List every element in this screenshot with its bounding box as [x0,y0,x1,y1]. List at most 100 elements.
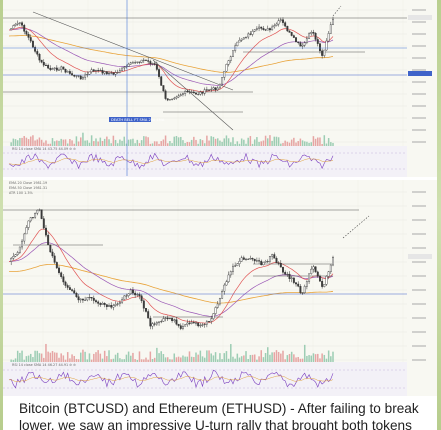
candle-body [95,69,97,72]
candle-body [21,240,24,248]
candle-body [140,59,143,63]
volume-bar [267,347,269,362]
candle-body [182,93,184,95]
candle-body [142,59,145,61]
volume-bar [310,142,313,146]
candle-body [131,289,134,294]
volume-bar [66,352,69,362]
volume-bar [95,138,97,146]
candle-body [121,299,124,303]
candle-body [116,303,119,305]
candle-body [177,323,180,326]
volume-bar [325,143,328,146]
current-price-tag [408,71,432,76]
axis-tick-label [412,9,426,11]
volume-bar [99,353,102,362]
candle-body [212,87,215,90]
candle-body [145,59,147,61]
candle-body [316,271,319,277]
candle-body [86,297,89,301]
volume-bar [288,142,291,146]
candle-body [190,91,193,93]
volume-bar [197,354,199,362]
volume-bar [16,350,19,362]
volume-bar [151,358,154,362]
volume-bar [64,359,67,362]
volume-bar [299,138,302,146]
candle-body [266,261,269,263]
volume-bar [184,356,186,362]
volume-bar [245,143,247,146]
volume-bar [251,354,254,362]
ethusd-chart[interactable]: EMA 20 Close 1981.19 EMA 50 Close 1981.3… [3,180,437,396]
candle-body [16,22,19,25]
volume-bar [58,357,60,362]
volume-bar [147,359,149,362]
volume-bar [180,136,182,146]
volume-bar [21,137,23,146]
volume-bar [208,350,210,362]
candle-body [210,88,213,91]
volume-bar [101,140,104,146]
candle-body [258,26,261,29]
btcusd-chart-canvas[interactable]: DEATH BELL FT SMA 200 EMA RSI 14 close S… [3,0,437,177]
volume-bar [301,358,304,362]
candle-body [292,35,295,38]
candle-body [55,67,58,71]
volume-bar [143,359,145,362]
volume-bar [227,138,230,146]
candle-body [77,75,80,77]
volume-bar [230,142,232,146]
volume-bar [84,351,86,362]
ethusd-chart-canvas[interactable]: EMA 20 Close 1981.19 EMA 50 Close 1981.3… [3,180,437,396]
volume-bar [47,351,49,362]
candle-body [201,324,204,326]
candle-body [197,322,200,327]
volume-bar [262,140,265,146]
volume-bar [110,143,112,146]
volume-bar [43,142,45,146]
volume-bar [58,140,60,146]
volume-bar [108,350,110,362]
volume-bar [169,359,171,362]
volume-bar [114,354,117,362]
candle-body [227,60,230,65]
axis-tick-label [412,261,426,263]
axis-tick-label [412,331,426,333]
volume-bar [158,353,160,362]
candle-body [53,255,56,263]
rsi-line [8,369,334,389]
candle-body [297,283,300,287]
candle-body [329,264,332,272]
volume-bar [38,353,41,362]
volume-bar [110,359,112,362]
candle-body [212,313,215,319]
volume-bar [232,137,234,146]
candle-body [175,96,178,99]
candle-body [101,303,104,305]
candle-body [182,326,184,329]
volume-bar [71,354,73,362]
volume-bar [29,136,32,146]
volume-bar [134,359,136,362]
volume-bar [62,139,65,146]
candle-body [125,295,128,297]
candle-body [114,304,117,306]
candle-body [88,297,91,299]
candle-body [240,257,243,262]
candle-body [175,319,178,325]
volume-bar [103,138,106,146]
candle-body [238,261,241,264]
volume-bar [36,139,39,146]
volume-bar [182,355,184,362]
volume-bar [53,141,56,146]
volume-bar [153,141,156,146]
candle-body [36,209,39,214]
candle-body [271,254,274,257]
volume-bar [290,139,293,146]
ema-fast-line [8,26,334,92]
candle-body [118,70,121,73]
btcusd-chart[interactable]: DEATH BELL FT SMA 200 EMA RSI 14 close S… [3,0,437,177]
candle-body [162,85,165,92]
candle-body [112,305,115,308]
